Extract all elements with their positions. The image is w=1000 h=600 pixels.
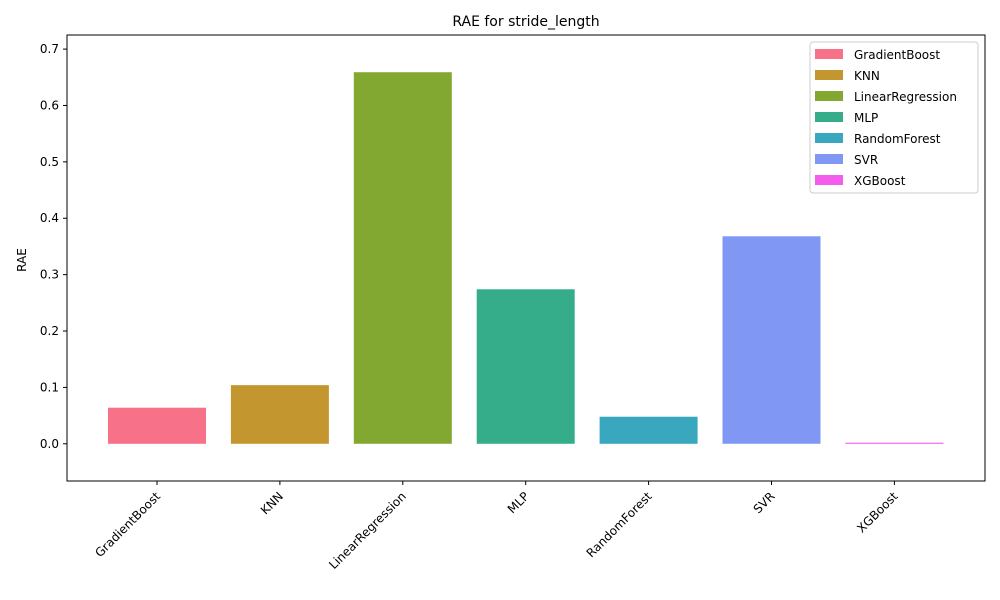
bar-svr [722, 236, 821, 444]
y-tick-label: 0.0 [40, 437, 59, 451]
plot-frame [66, 34, 986, 482]
y-tick-label: 0.4 [40, 211, 59, 225]
legend-swatch [815, 70, 843, 80]
legend-swatch [815, 175, 843, 185]
x-ticks-group: GradientBoost KNN LinearRegression MLP Rando… [92, 481, 901, 572]
bars-group [108, 72, 944, 444]
x-tick-label: MLP [505, 489, 532, 516]
legend-swatch [815, 112, 843, 122]
bar-knn [230, 385, 329, 444]
legend-label: KNN [854, 69, 880, 83]
y-tick-label: 0.3 [40, 268, 59, 282]
x-tick-label: GradientBoost [92, 489, 163, 560]
y-tick-label: 0.1 [40, 380, 59, 394]
y-ticks-group: 0.0 0.1 0.2 0.3 0.4 0.5 0.6 0.7 [40, 42, 67, 451]
legend: GradientBoost KNN LinearRegression MLP Rando… [809, 41, 979, 194]
legend-label: SVR [854, 153, 878, 167]
legend-label: XGBoost [854, 174, 906, 188]
legend-label: LinearRegression [854, 90, 957, 104]
bar-xgboost [845, 442, 944, 444]
legend-swatch [815, 133, 843, 143]
x-tick-label: KNN [258, 489, 286, 517]
bar-gradientboost [108, 407, 206, 444]
x-tick-label: XGBoost [854, 489, 900, 535]
legend-label: RandomForest [854, 132, 941, 146]
legend-swatch [815, 154, 843, 164]
y-tick-label: 0.2 [40, 324, 59, 338]
y-tick-label: 0.5 [40, 155, 59, 169]
y-tick-label: 0.7 [40, 42, 59, 56]
x-tick-label: RandomForest [584, 489, 655, 560]
legend-label: MLP [854, 111, 878, 125]
y-axis-label: RAE [15, 248, 29, 272]
bar-mlp [476, 289, 575, 444]
chart-title: RAE for stride_length [452, 14, 599, 30]
bar-randomforest [599, 416, 698, 444]
y-tick-label: 0.6 [40, 98, 59, 112]
bar-linearregression [353, 72, 452, 444]
legend-label: GradientBoost [854, 48, 940, 62]
legend-swatch [815, 49, 843, 59]
legend-swatch [815, 91, 843, 101]
x-tick-label: SVR [751, 489, 778, 516]
x-tick-label: LinearRegression [326, 489, 409, 572]
legend-box [809, 41, 979, 194]
